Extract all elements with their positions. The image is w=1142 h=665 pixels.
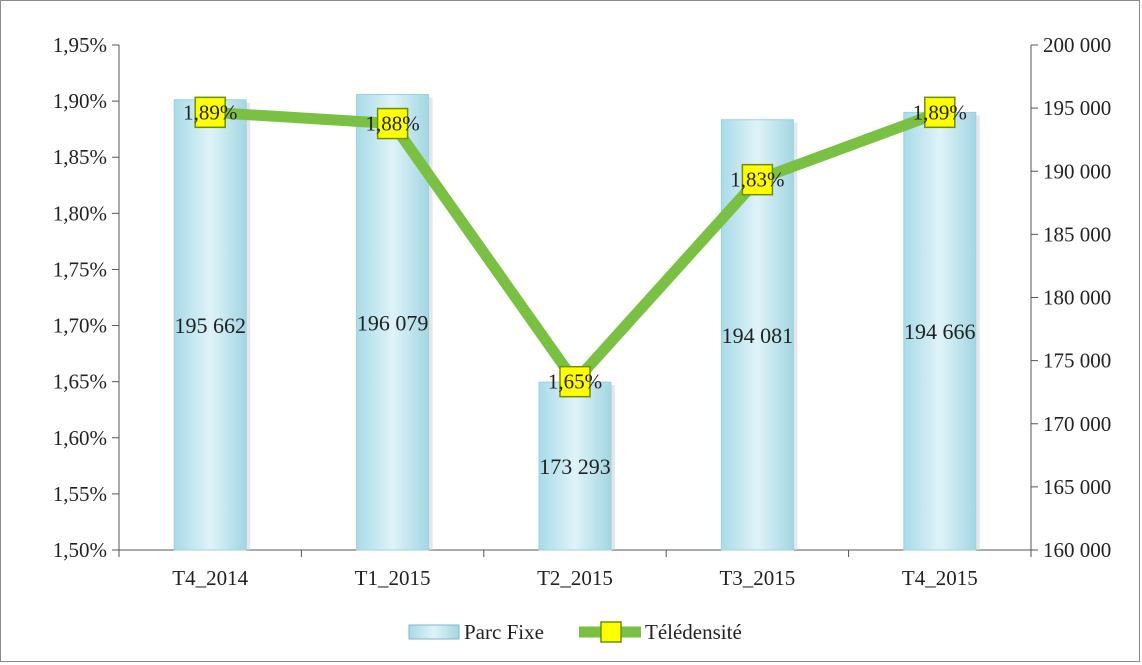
line-data-label: 1,65% [548,370,602,394]
left-tick-label: 1,50% [53,538,107,562]
line-marker [741,163,774,196]
bar-data-label: 195 662 [174,313,246,338]
bar [356,94,430,551]
left-axis-ticks: 1,50% 1,55% 1,60% 1,65% 1,70% 1,75% 1,80% 1,85%… [53,33,119,562]
right-tick-label: 160 000 [1043,538,1111,562]
left-tick-label: 1,60% [53,426,107,450]
line-marker [376,107,409,140]
legend-marker-swatch [600,621,622,643]
right-tick-label: 180 000 [1043,286,1111,310]
legend-bar-swatch [408,624,460,640]
bar-data-label: 173 293 [539,454,611,479]
line-data-labels: 1,89% 1,88% 1,65% 1,83% 1,89% [183,100,967,393]
left-tick-label: 1,90% [53,89,107,113]
x-tick-label: T4_2015 [902,566,978,590]
left-tick-label: 1,65% [53,370,107,394]
right-tick-label: 200 000 [1043,33,1111,57]
right-tick-label: 170 000 [1043,412,1111,436]
line-data-label: 1,89% [183,100,237,124]
teledensite-line [204,106,946,388]
category-axis-labels: T4_2014 T1_2015 T2_2015 T3_2015 T4_2015 [118,550,1032,590]
left-tick-label: 1,80% [53,201,107,225]
legend-label-teledensite: Télédensité [645,620,742,644]
bar-data-label: 196 079 [357,310,429,335]
legend: Parc Fixe Télédensité [408,620,742,644]
line-data-label: 1,89% [913,100,967,124]
line-markers [194,96,956,398]
line-marker [194,96,226,129]
line-data-label: 1,83% [730,168,784,192]
x-tick-label: T4_2014 [172,566,248,590]
line-data-label: 1,88% [365,112,419,136]
right-tick-label: 190 000 [1043,159,1111,183]
line-series [204,106,946,388]
bar [903,111,977,551]
legend-label-parc-fixe: Parc Fixe [464,620,544,644]
left-tick-label: 1,85% [53,145,107,169]
left-tick-label: 1,95% [53,33,107,57]
bar-data-label: 194 081 [722,323,794,348]
bar [538,381,612,551]
line-marker [559,365,591,398]
x-tick-label: T3_2015 [719,566,795,590]
right-tick-label: 165 000 [1043,475,1111,499]
bar-data-labels: 195 662 196 079 173 293 194 081 194 666 [174,310,975,479]
bar-data-label: 194 666 [904,319,976,344]
line-marker [924,96,956,129]
right-axis-ticks: 160 000 165 000 170 000 175 000 180 000 185 0… [1031,33,1111,562]
left-tick-label: 1,55% [53,482,107,506]
left-tick-label: 1,70% [53,314,107,338]
right-tick-label: 185 000 [1043,222,1111,246]
bar-series [173,94,980,551]
right-tick-label: 175 000 [1043,349,1111,373]
left-tick-label: 1,75% [53,257,107,281]
right-tick-label: 195 000 [1043,96,1111,120]
x-tick-label: T2_2015 [537,566,613,590]
x-tick-label: T1_2015 [355,566,431,590]
